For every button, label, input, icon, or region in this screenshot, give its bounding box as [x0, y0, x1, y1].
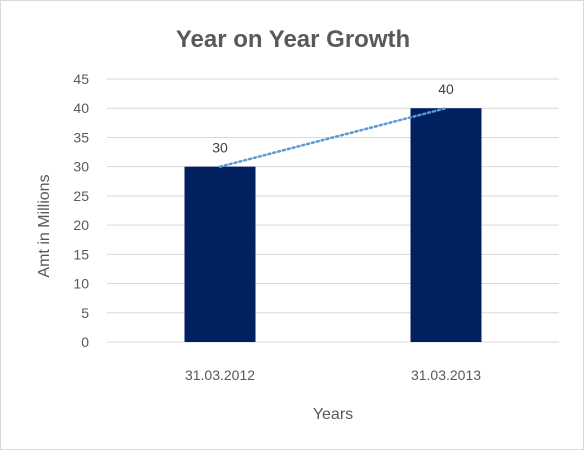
y-tick-label: 0 — [81, 334, 89, 350]
trendline — [218, 106, 448, 168]
grid-lines — [107, 78, 559, 343]
y-axis-title: Amt in Millions — [36, 174, 53, 277]
y-tick-label: 5 — [81, 305, 89, 321]
bars — [184, 108, 482, 342]
chart-title: Year on Year Growth — [176, 26, 410, 53]
data-label: 30 — [212, 140, 228, 156]
y-tick-label: 40 — [73, 100, 89, 116]
x-tick-label: 31.03.2012 — [185, 367, 255, 383]
data-labels: 30 40 — [212, 81, 454, 155]
bar-31.03.2013 — [410, 108, 482, 342]
trendline-group — [218, 106, 448, 168]
y-tick-label: 15 — [73, 246, 89, 262]
x-tick-label: 31.03.2013 — [411, 367, 481, 383]
y-tick-label: 30 — [73, 159, 89, 175]
y-tick-label: 25 — [73, 188, 89, 204]
x-axis-title: Years — [313, 406, 353, 423]
x-axis-ticks: 31.03.2012 31.03.2013 — [185, 367, 481, 383]
y-tick-label: 35 — [73, 129, 89, 145]
bar-31.03.2012 — [184, 166, 256, 342]
y-tick-label: 20 — [73, 217, 89, 233]
y-axis-ticks: 0 5 10 15 20 25 30 35 40 45 — [73, 71, 89, 350]
data-label: 40 — [438, 81, 454, 97]
y-tick-label: 45 — [73, 71, 89, 87]
y-tick-label: 10 — [73, 276, 89, 292]
